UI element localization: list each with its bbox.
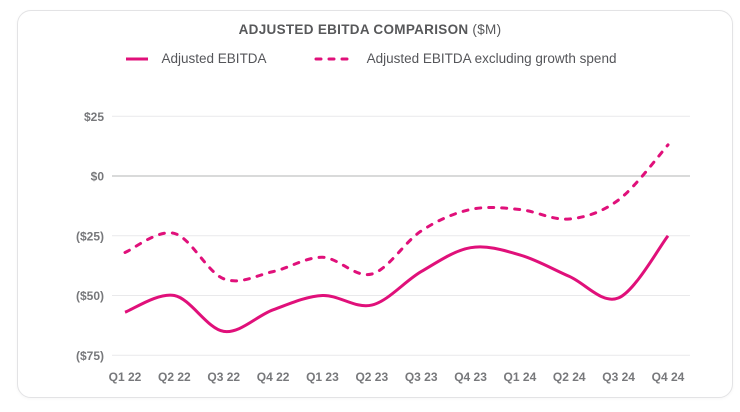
- x-tick-label: Q1 24: [504, 370, 537, 384]
- x-tick-label: Q4 23: [454, 370, 487, 384]
- legend-item-excluding-growth-spend: Adjusted EBITDA excluding growth spend: [313, 51, 617, 66]
- x-tick-label: Q3 22: [207, 370, 240, 384]
- y-tick-label: $0: [91, 170, 105, 184]
- y-tick-label: ($50): [76, 289, 104, 303]
- series-solid-path: [124, 234, 670, 333]
- x-tick-label: Q2 24: [553, 370, 586, 384]
- chart-title-main: ADJUSTED EBITDA COMPARISON: [238, 22, 469, 37]
- x-tick-label: Q3 24: [602, 370, 635, 384]
- y-tick-label: $25: [84, 110, 104, 124]
- dashed-line-swatch-icon: [314, 57, 355, 60]
- x-tick-label: Q1 23: [306, 370, 339, 384]
- chart-legend: Adjusted EBITDA Adjusted EBITDA excludin…: [0, 51, 740, 66]
- x-tick-label: Q1 22: [109, 370, 142, 384]
- y-tick-label: ($75): [76, 349, 104, 363]
- x-tick-label: Q4 22: [257, 370, 290, 384]
- solid-line-swatch-icon: [125, 57, 148, 60]
- chart-title: ADJUSTED EBITDA COMPARISON ($M): [0, 22, 740, 37]
- series-dashed-path: [123, 143, 670, 283]
- legend-label-adjusted-ebitda: Adjusted EBITDA: [161, 51, 267, 66]
- x-tick-label: Q4 24: [652, 370, 685, 384]
- x-tick-label: Q2 23: [355, 370, 388, 384]
- y-tick-label: ($25): [76, 229, 104, 243]
- x-tick-label: Q3 23: [405, 370, 438, 384]
- chart-title-suffix: ($M): [472, 22, 502, 37]
- x-tick-label: Q2 22: [158, 370, 191, 384]
- legend-item-adjusted-ebitda: Adjusted EBITDA: [124, 51, 267, 66]
- legend-label-excluding-growth-spend: Adjusted EBITDA excluding growth spend: [366, 51, 617, 66]
